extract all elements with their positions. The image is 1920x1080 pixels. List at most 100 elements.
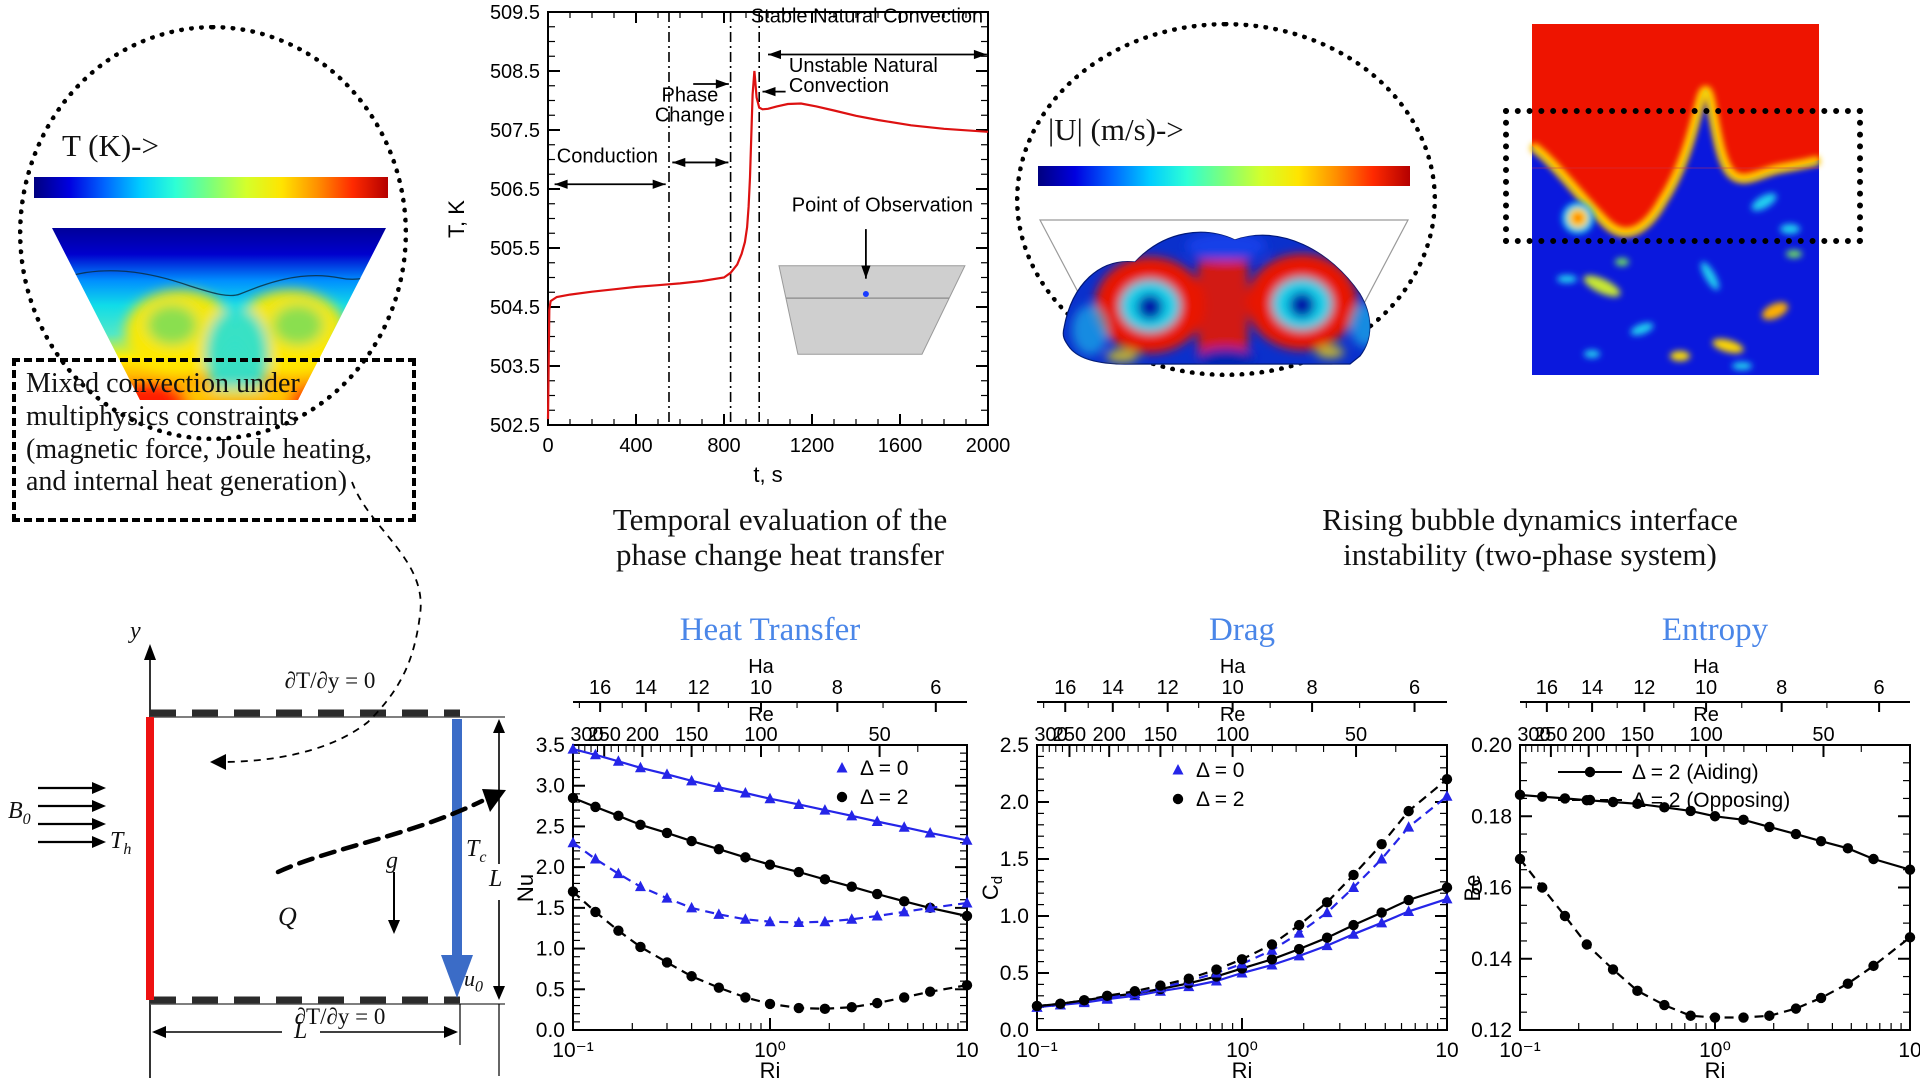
svg-text:Phase: Phase	[662, 85, 719, 107]
svg-text:50: 50	[1812, 724, 1834, 746]
svg-text:Re: Re	[1220, 704, 1246, 726]
schematic-top-bc: ∂T/∂y = 0	[284, 668, 376, 693]
svg-text:3.0: 3.0	[536, 775, 565, 798]
svg-text:50: 50	[1345, 724, 1367, 746]
svg-text:T, K: T, K	[444, 200, 469, 238]
entropy-chart: 0.12 0.14 0.16 0.18 0.20 10⁻¹ 10⁰ 10 Ri Be 16 14 12 1…	[1460, 656, 1920, 1080]
svg-text:16: 16	[589, 677, 611, 699]
svg-text:250: 250	[1053, 724, 1086, 746]
svg-text:Ha: Ha	[748, 656, 774, 678]
svg-text:Point of Observation: Point of Observation	[792, 194, 973, 216]
svg-text:8: 8	[832, 677, 843, 699]
svg-text:Cd: Cd	[978, 876, 1006, 900]
title-heat-transfer: Heat Transfer	[679, 612, 861, 648]
svg-text:150: 150	[1621, 724, 1654, 746]
svg-text:0.12: 0.12	[1471, 1019, 1512, 1042]
svg-text:1200: 1200	[790, 435, 835, 457]
svg-text:200: 200	[1572, 724, 1605, 746]
svg-text:150: 150	[1144, 724, 1177, 746]
svg-text:t, s: t, s	[753, 462, 782, 487]
svg-text:Unstable Natural: Unstable Natural	[789, 55, 938, 77]
svg-text:6: 6	[930, 677, 941, 699]
caption-bubble: Rising bubble dynamics interface instabi…	[1322, 502, 1738, 573]
schematic-bottom-bc: ∂T/∂y = 0	[294, 1004, 386, 1029]
interface-zoom-rectangle	[1503, 108, 1863, 244]
svg-text:10⁰: 10⁰	[1699, 1039, 1731, 1062]
svg-text:0.16: 0.16	[1471, 877, 1512, 900]
svg-text:10⁰: 10⁰	[1226, 1039, 1258, 1062]
svg-text:2.5: 2.5	[536, 815, 565, 838]
svg-text:14: 14	[1102, 677, 1124, 699]
svg-text:502.5: 502.5	[490, 415, 540, 437]
svg-text:Nu: Nu	[513, 874, 538, 902]
svg-text:16: 16	[1536, 677, 1558, 699]
temperature-colorbar-label: T (K)->	[62, 128, 159, 163]
svg-text:505.5: 505.5	[490, 238, 540, 260]
temperature-contour-image	[52, 228, 386, 400]
svg-text:Ri: Ri	[760, 1058, 781, 1080]
svg-text:14: 14	[635, 677, 657, 699]
svg-text:503.5: 503.5	[490, 356, 540, 378]
svg-text:Δ = 2 (Opposing): Δ = 2 (Opposing)	[1632, 789, 1790, 812]
schematic-L-height-label: L	[489, 866, 503, 892]
schematic-Th-label: Th	[110, 828, 132, 858]
svg-text:100: 100	[1689, 724, 1722, 746]
svg-text:508.5: 508.5	[490, 61, 540, 83]
cavity-schematic	[38, 644, 505, 1078]
svg-text:Ha: Ha	[1220, 656, 1246, 678]
svg-text:506.5: 506.5	[490, 179, 540, 201]
svg-text:1.0: 1.0	[536, 938, 565, 961]
note-box: Mixed convection under multiphysics cons…	[12, 358, 416, 522]
svg-text:6: 6	[1874, 677, 1885, 699]
svg-text:Δ = 2: Δ = 2	[1196, 788, 1244, 811]
schematic-Q-label: Q	[278, 902, 297, 931]
svg-text:0: 0	[542, 435, 553, 457]
svg-text:300: 300	[1034, 724, 1067, 746]
two-phase-image	[1529, 24, 1821, 375]
svg-text:10: 10	[1898, 1039, 1920, 1062]
svg-text:10⁰: 10⁰	[754, 1039, 786, 1062]
schematic-Tc-label: Tc	[466, 836, 487, 866]
svg-text:10⁻¹: 10⁻¹	[552, 1039, 593, 1062]
svg-text:0.0: 0.0	[1000, 1019, 1029, 1042]
svg-text:Change: Change	[655, 105, 725, 127]
schematic-g-label: g	[386, 848, 398, 874]
svg-text:16: 16	[1054, 677, 1076, 699]
svg-text:100: 100	[1216, 724, 1249, 746]
svg-text:50: 50	[868, 724, 890, 746]
svg-text:10: 10	[955, 1039, 978, 1062]
svg-text:200: 200	[626, 724, 659, 746]
svg-text:300: 300	[570, 724, 603, 746]
drag-chart: 0.0 0.5 1.0 1.5 2.0 2.5 10⁻¹ 10⁰ 10 Ri Cd 16 14 12 10 8…	[978, 656, 1459, 1080]
svg-text:0.18: 0.18	[1471, 805, 1512, 828]
svg-text:200: 200	[1093, 724, 1126, 746]
svg-text:10: 10	[1695, 677, 1717, 699]
svg-text:12: 12	[1157, 677, 1179, 699]
svg-text:1.0: 1.0	[1000, 905, 1029, 928]
svg-text:Ha: Ha	[1693, 656, 1719, 678]
svg-text:250: 250	[588, 724, 621, 746]
svg-text:150: 150	[675, 724, 708, 746]
svg-text:Δ = 2: Δ = 2	[860, 786, 908, 809]
svg-text:2.0: 2.0	[536, 856, 565, 879]
heat-transfer-chart: 0.0 0.5 1.0 1.5 2.0 2.5 3.0 3.5 10⁻¹ 10⁰ 10 Ri Nu 16 1…	[513, 656, 979, 1080]
schematic-B0-label: B0	[8, 798, 31, 828]
svg-text:0.0: 0.0	[536, 1019, 565, 1042]
temperature-field-circle	[18, 25, 408, 441]
svg-text:507.5: 507.5	[490, 120, 540, 142]
svg-text:Ri: Ri	[1232, 1058, 1253, 1080]
title-drag: Drag	[1209, 612, 1275, 648]
svg-text:Δ = 0: Δ = 0	[1196, 759, 1244, 782]
svg-text:10⁻¹: 10⁻¹	[1499, 1039, 1540, 1062]
svg-text:400: 400	[619, 435, 652, 457]
svg-text:1.5: 1.5	[536, 897, 565, 920]
svg-text:Re: Re	[748, 704, 774, 726]
svg-text:2000: 2000	[966, 435, 1011, 457]
svg-text:10: 10	[1221, 677, 1243, 699]
svg-text:Be: Be	[1460, 875, 1485, 902]
svg-text:250: 250	[1534, 724, 1567, 746]
svg-text:10: 10	[1435, 1039, 1458, 1062]
svg-text:10⁻¹: 10⁻¹	[1016, 1039, 1057, 1062]
svg-text:Conduction: Conduction	[557, 145, 658, 167]
